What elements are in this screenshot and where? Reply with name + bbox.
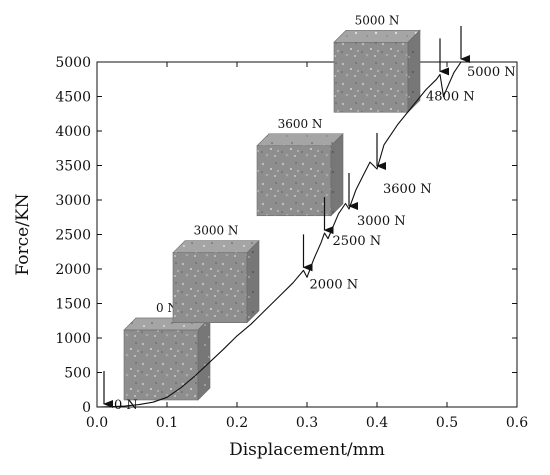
cube-load-label: 3600 N: [278, 117, 323, 131]
y-tick-label: 3000: [55, 193, 91, 209]
x-tick-label: 0.1: [156, 415, 178, 431]
y-tick-label: 500: [64, 366, 91, 382]
x-tick-label: 0.5: [436, 415, 458, 431]
y-tick-label: 1000: [55, 331, 91, 347]
x-tick-label: 0.4: [366, 415, 388, 431]
axes: 0.0 0.1 0.2 0.3 0.4 0.5 0.6 0 500 1000 1500 2000 250…: [13, 55, 528, 460]
load-label-4: 3600 N: [383, 182, 432, 197]
cube-front-face: [172, 252, 248, 323]
specimen-insets: 0 N 3000 N 3600 N 5000 N: [123, 13, 421, 401]
specimen-cube-1: 3000 N: [172, 224, 260, 324]
cube-side-face: [407, 29, 421, 113]
load-label-6: 5000 N: [467, 65, 516, 80]
annotations-layer: 0 N 2000 N 2500 N 3000 N 3600 N 4800 N 5000 N: [103, 26, 516, 413]
cube-side-face: [330, 133, 344, 217]
y-tick-label: 2000: [55, 262, 91, 278]
x-tick-label: 0.3: [296, 415, 318, 431]
y-tick-label: 1500: [55, 297, 91, 313]
x-tick-label: 0.6: [506, 415, 528, 431]
cube-top-face: [333, 29, 421, 43]
load-label-2: 2500 N: [333, 234, 382, 249]
force-displacement-line-0: [96, 61, 462, 408]
cube-front-face: [123, 329, 199, 401]
cube-load-label: 3000 N: [194, 224, 239, 238]
cube-front-face: [256, 145, 332, 217]
y-tick-label: 4000: [55, 124, 91, 140]
y-tick-label: 3500: [55, 159, 91, 175]
cube-top-face: [256, 133, 344, 147]
load-label-5: 4800 N: [426, 89, 475, 104]
y-axis-title: Force/KN: [13, 193, 33, 275]
load-label-1: 2000 N: [310, 277, 359, 292]
cube-load-label: 5000 N: [355, 13, 400, 27]
load-label-0: 0 N: [114, 398, 138, 413]
cube-load-label: 0 N: [156, 301, 178, 315]
y-tick-label: 0: [82, 400, 91, 416]
x-axis-title: Displacement/mm: [229, 440, 385, 460]
x-tick-label: 0.0: [86, 415, 108, 431]
specimen-cube-0: 0 N: [123, 301, 211, 401]
cube-front-face: [333, 41, 409, 113]
x-tick-label: 0.2: [226, 415, 248, 431]
cube-side-face: [197, 317, 211, 401]
y-tick-label: 5000: [55, 55, 91, 71]
y-tick-label: 4500: [55, 90, 91, 106]
y-tick-label: 2500: [55, 228, 91, 244]
load-label-3: 3000 N: [357, 214, 406, 229]
cube-side-face: [246, 239, 260, 324]
cube-top-face: [172, 240, 260, 253]
specimen-cube-3: 5000 N: [333, 13, 421, 113]
series-layer: [96, 61, 462, 408]
specimen-cube-2: 3600 N: [256, 117, 344, 217]
